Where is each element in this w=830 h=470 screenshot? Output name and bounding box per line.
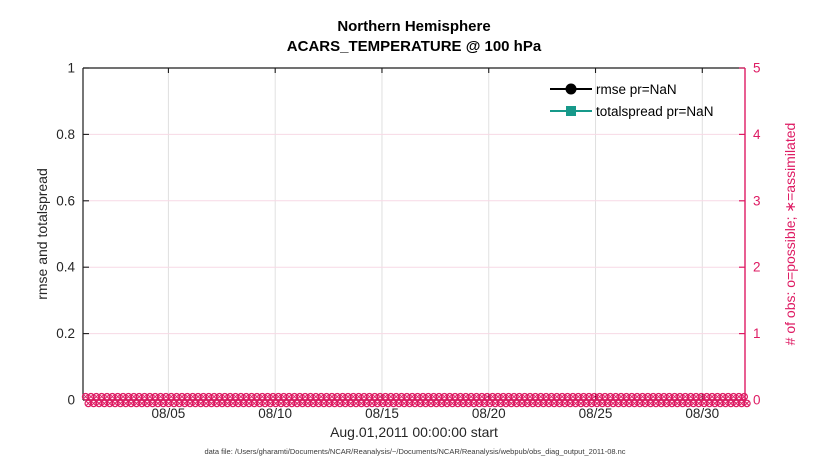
data-file-caption: data file: /Users/gharamti/Documents/NCA… (204, 447, 626, 456)
obs-marker-band (81, 392, 751, 408)
y-tick-label-right: 4 (753, 127, 761, 142)
chart-title-region: Northern Hemisphere (337, 18, 491, 35)
y-axis-label-right: # of obs: o=possible; ∗=assimilated (782, 122, 798, 346)
y-tick-label-left: 0.8 (56, 127, 75, 142)
chart-subtitle-variable: ACARS_TEMPERATURE @ 100 hPa (286, 38, 542, 55)
x-axis-label: Aug.01,2011 00:00:00 start (330, 424, 498, 440)
x-tick-label: 08/05 (152, 406, 186, 421)
legend-item-rmse: rmse pr=NaN (550, 78, 713, 100)
legend-label-rmse: rmse pr=NaN (596, 81, 677, 97)
x-tick-label: 08/10 (258, 406, 292, 421)
y-tick-label-left: 1 (67, 61, 75, 76)
rmse-line-sample (550, 82, 592, 96)
x-tick-label: 08/20 (472, 406, 506, 421)
totalspread-line-sample (550, 104, 592, 118)
x-tick-label: 08/30 (685, 406, 719, 421)
x-tick-label: 08/25 (579, 406, 613, 421)
y-tick-label-right: 5 (753, 61, 761, 76)
y-tick-label-left: 0 (67, 393, 75, 408)
y-tick-label-left: 0.2 (56, 326, 75, 341)
totalspread-square-marker-icon (566, 106, 576, 116)
y-tick-label-right: 3 (753, 193, 761, 208)
legend-label-totalspread: totalspread pr=NaN (596, 103, 714, 119)
y-axis-label-left: rmse and totalspread (34, 168, 50, 300)
legend: rmse pr=NaN totalspread pr=NaN (550, 78, 713, 122)
y-tick-label-right: 1 (753, 326, 761, 341)
y-tick-label-right: 2 (753, 260, 761, 275)
legend-item-totalspread: totalspread pr=NaN (550, 100, 713, 122)
x-tick-label: 08/15 (365, 406, 399, 421)
y-tick-label-right: 0 (753, 393, 761, 408)
y-tick-label-left: 0.6 (56, 193, 75, 208)
y-tick-label-left: 0.4 (56, 260, 75, 275)
rmse-circle-marker-icon (565, 83, 577, 95)
